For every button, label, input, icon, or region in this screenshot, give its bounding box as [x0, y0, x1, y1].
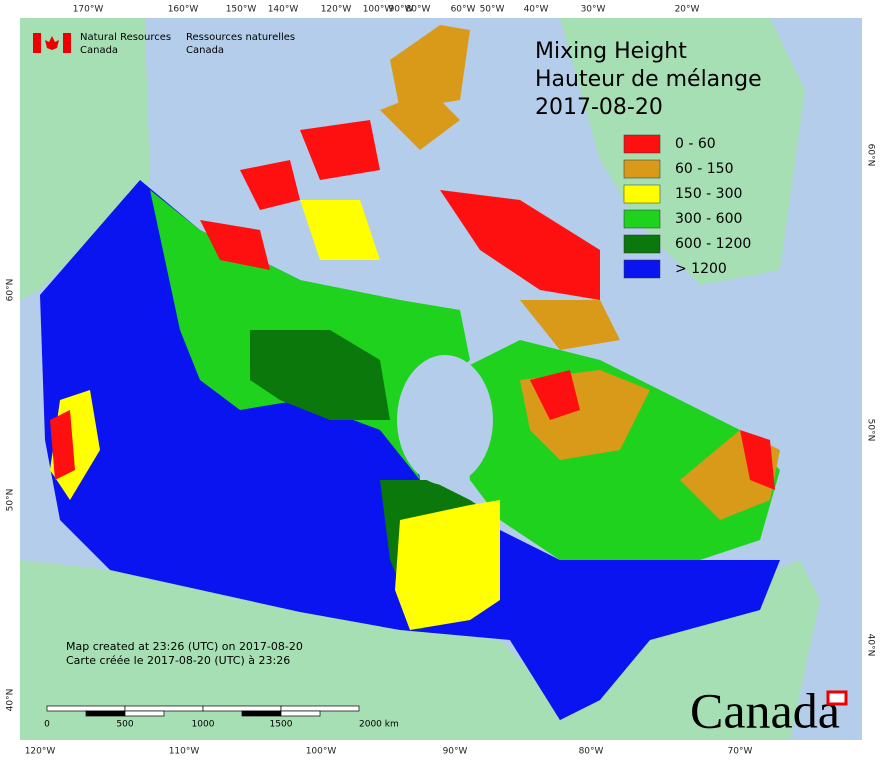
longitude-label: 140°W: [268, 5, 299, 15]
legend-swatch: [623, 134, 661, 154]
agency-text: Canada: [186, 45, 224, 56]
map-frame: [20, 18, 862, 740]
legend-label: 150 - 300: [675, 186, 742, 202]
agency-text: Ressources naturelles: [186, 32, 295, 43]
longitude-label: 90°W: [443, 747, 468, 757]
scale-bar: 0 500 1000 1500 2000 km: [44, 705, 399, 730]
scale-label: 1000: [192, 720, 215, 730]
scale-segment: [124, 705, 204, 712]
legend-label: 300 - 600: [675, 211, 742, 227]
legend-swatch: [623, 184, 661, 204]
longitude-label: 80°W: [579, 747, 604, 757]
note: Map created at 23:26 (UTC) on 2017-08-20: [66, 640, 303, 653]
greenland: [560, 18, 805, 285]
island-red: [200, 220, 270, 270]
title-line: Hauteur de mélange: [535, 67, 762, 92]
legend-swatch: [623, 259, 661, 279]
longitude-label: 160°W: [168, 5, 199, 15]
scale-segment: [85, 710, 126, 717]
hudson-bay: [397, 355, 493, 485]
scale-segment: [124, 710, 165, 717]
longitude-label: 90°W: [389, 5, 414, 15]
flag-leaf: [45, 36, 59, 50]
scale-label: 500: [116, 720, 133, 730]
island-orange: [520, 300, 620, 350]
agency-signature: Natural Resources Canada Ressources natu…: [33, 32, 295, 56]
latitude-label: 60°N: [6, 279, 16, 302]
region-dark-green: [250, 330, 390, 420]
note: Carte créée le 2017-08-20 (UTC) à 23:26: [66, 654, 290, 667]
agency-text: Canada: [80, 45, 118, 56]
title-line: Mixing Height: [535, 39, 687, 64]
longitude-label: 20°W: [675, 5, 700, 15]
longitude-label: 50°W: [480, 5, 505, 15]
island-red: [240, 160, 300, 210]
usa: [20, 560, 820, 740]
scale-segment: [241, 710, 282, 717]
longitude-label: 150°W: [226, 5, 257, 15]
title-line: 2017-08-20: [535, 95, 663, 120]
flag-bar: [63, 33, 71, 53]
legend-swatch: [623, 209, 661, 229]
scale-segment: [202, 705, 282, 712]
longitude-label: 30°W: [581, 5, 606, 15]
agency-text: Natural Resources: [80, 32, 171, 43]
longitude-label: 110°W: [169, 747, 200, 757]
alaska: [20, 18, 150, 300]
region-red: [530, 370, 580, 420]
region-yellow: [395, 500, 500, 630]
wordmark: Canada: [690, 682, 840, 738]
island-red: [300, 120, 380, 180]
wordmark-flag: [826, 690, 848, 706]
longitude-label: 120°W: [321, 5, 352, 15]
longitude-label: 120°W: [25, 747, 56, 757]
longitude-label: 40°W: [524, 5, 549, 15]
longitude-label: 170°W: [73, 5, 104, 15]
island-yellow: [300, 200, 380, 260]
latitude-label: 50°N: [866, 419, 876, 442]
title: Mixing Height Hauteur de mélange 2017-08-2…: [535, 39, 762, 120]
longitude-label: 60°W: [451, 5, 476, 15]
latitude-label: 40°N: [6, 689, 16, 712]
legend-swatch: [623, 234, 661, 254]
latitude-label: 50°N: [6, 489, 16, 512]
island-red: [440, 190, 600, 300]
region-red: [50, 410, 75, 480]
longitude-label: 70°W: [728, 747, 753, 757]
scale-label: 0: [44, 720, 50, 730]
scale-label: 1500: [270, 720, 293, 730]
region-red: [740, 430, 775, 490]
scale-segment: [280, 710, 321, 717]
island-orange: [390, 25, 470, 110]
longitude-label: 100°W: [306, 747, 337, 757]
region-blue: [500, 560, 650, 720]
latitude-label: 60°N: [866, 144, 876, 167]
latitude-label: 40°N: [866, 634, 876, 657]
legend-swatch: [623, 159, 661, 179]
legend-label: 600 - 1200: [675, 236, 751, 252]
legend: 0 - 60 60 - 150 150 - 300 300 - 600 600 - 12…: [623, 134, 751, 279]
legend-label: 0 - 60: [675, 136, 716, 152]
legend-label: > 1200: [675, 261, 727, 277]
longitude-label: 100°W: [363, 5, 394, 15]
longitude-label: 80°W: [406, 5, 431, 15]
scale-segment: [46, 705, 126, 712]
graticule-labels: 170°W 160°W 150°W 140°W 120°W 100°W90°W80°W 60…: [6, 5, 876, 757]
legend-label: 60 - 150: [675, 161, 734, 177]
scale-segment: [280, 705, 360, 712]
flag-bar: [33, 33, 41, 53]
scale-label: 2000 km: [359, 720, 399, 730]
